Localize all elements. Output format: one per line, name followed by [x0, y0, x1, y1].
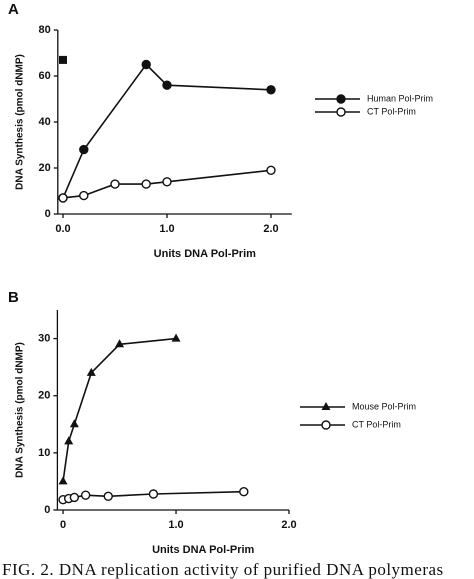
legend-text: CT Pol-Prim — [367, 106, 416, 116]
marker — [69, 492, 80, 503]
marker — [58, 476, 68, 485]
y-axis-label: DNA Synthesis (pmol dNMP) — [15, 342, 26, 478]
marker — [86, 367, 96, 376]
marker — [141, 179, 151, 189]
y-tick-label: 60 — [39, 70, 51, 82]
series-line — [62, 337, 177, 482]
x-tick-label: 2.0 — [263, 223, 278, 235]
x-tick-label: 1.0 — [159, 223, 174, 235]
marker — [266, 165, 276, 176]
y-axis-label: DNA Synthesis (pmol dNMP) — [15, 54, 26, 190]
marker — [266, 85, 276, 95]
marker — [162, 177, 172, 187]
marker — [162, 80, 172, 90]
marker — [58, 193, 68, 203]
marker — [115, 339, 125, 348]
legend-marker — [336, 107, 346, 117]
marker — [69, 419, 79, 428]
y-tick-label: 80 — [39, 24, 51, 36]
marker — [148, 489, 159, 499]
x-tick-label: 0.0 — [55, 223, 70, 235]
marker — [80, 490, 91, 500]
x-axis-label: Units DNA Pol-Prim — [152, 544, 254, 556]
legend-text: CT Pol-Prim — [352, 419, 401, 429]
y-tick-label: 0 — [45, 208, 51, 220]
legend-text: Human Pol-Prim — [367, 93, 433, 103]
x-tick-label: 0 — [60, 519, 66, 531]
legend-marker — [321, 402, 331, 410]
legend-text: Mouse Pol-Prim — [352, 401, 416, 411]
marker — [79, 190, 89, 201]
y-tick-label: 20 — [39, 162, 51, 174]
marker — [171, 333, 181, 342]
y-tick-label: 10 — [38, 447, 50, 459]
marker — [141, 59, 151, 70]
caption: FIG. 2. DNA replication activity of puri… — [2, 560, 444, 579]
x-tick-label: 2.0 — [281, 519, 296, 531]
marker — [103, 491, 113, 501]
marker — [59, 55, 67, 64]
y-tick-label: 0 — [44, 504, 50, 516]
y-tick-label: 30 — [38, 332, 50, 344]
x-axis-label: Units DNA Pol-Prim — [154, 248, 256, 260]
panel-label: B — [8, 289, 19, 306]
y-tick-label: 20 — [38, 390, 50, 402]
x-tick-label: 1.0 — [168, 519, 183, 531]
y-tick-label: 40 — [39, 116, 51, 128]
marker — [110, 179, 120, 189]
marker — [79, 144, 89, 155]
panel-label: A — [8, 1, 19, 18]
marker — [64, 436, 74, 445]
legend-marker — [321, 420, 331, 430]
marker — [239, 487, 249, 497]
legend-marker — [336, 94, 346, 104]
